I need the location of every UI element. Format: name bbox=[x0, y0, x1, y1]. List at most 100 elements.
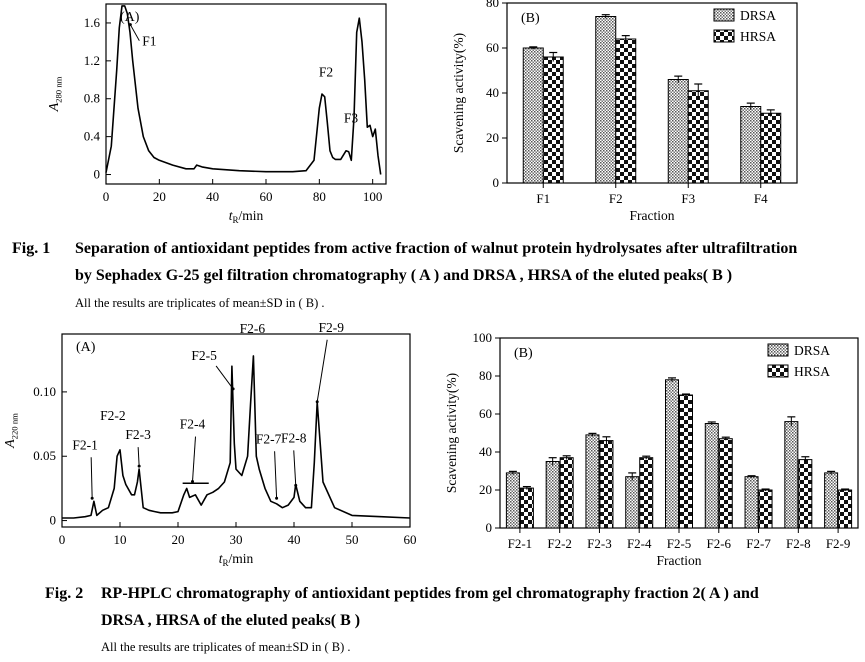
peak-arrow bbox=[316, 339, 328, 402]
y-tick-label: 20 bbox=[479, 482, 492, 497]
y-tick-label: 0.10 bbox=[33, 384, 56, 399]
bar-hrsa bbox=[639, 457, 654, 529]
y-axis-label: A220 nm bbox=[3, 413, 20, 449]
fig1-caption-line1: Separation of antioxidant peptides from … bbox=[75, 240, 798, 257]
fig1-caption-line2: by Sephadex G-25 gel filtration chromato… bbox=[75, 267, 733, 284]
fig2-caption-line2: DRSA , HRSA of the eluted peaks( B ) bbox=[101, 612, 361, 629]
y-tick-label: 0.05 bbox=[33, 448, 56, 463]
category-label: F2-2 bbox=[547, 536, 572, 551]
peak-arrowhead bbox=[137, 464, 141, 468]
bar-hrsa bbox=[542, 56, 564, 184]
peak-arrow bbox=[137, 447, 140, 467]
category-label: F2-8 bbox=[786, 536, 811, 551]
fig1-bar-chart-b: 0 20 40 60 80 F1 F2 F3 F4 (B) DRSA HRSA Fraction Scav… bbox=[451, 0, 798, 223]
bar-hrsa bbox=[838, 489, 853, 529]
category-label: F2-6 bbox=[706, 536, 731, 551]
category-label: F2-4 bbox=[627, 536, 652, 551]
x-tick-label: 30 bbox=[230, 532, 243, 547]
category-label: F2-9 bbox=[826, 536, 851, 551]
bar-hrsa bbox=[599, 440, 614, 529]
y-tick-label: 60 bbox=[486, 40, 499, 55]
fig2-chromatogram-a: 0 10 20 30 40 50 60 0 0.05 0.10 (A) F2-1F2-2 F2-3 F2-… bbox=[3, 320, 417, 568]
y-tick-label: 0 bbox=[50, 513, 57, 528]
peak-label: F2-9 bbox=[318, 320, 344, 335]
x-axis-label: Fraction bbox=[630, 208, 675, 223]
y-tick-label: 80 bbox=[486, 0, 499, 10]
x-tick-label: 10 bbox=[114, 532, 127, 547]
y-tick-label: 0.4 bbox=[84, 129, 101, 144]
category-label: F2-1 bbox=[508, 536, 533, 551]
y-tick-label: 60 bbox=[479, 406, 492, 421]
bar-hrsa bbox=[758, 489, 773, 529]
legend-swatch bbox=[767, 364, 789, 378]
peak-label: F2-2 bbox=[100, 408, 126, 423]
x-tick-label: 80 bbox=[313, 189, 326, 204]
fig2-label: Fig. 2 bbox=[45, 585, 84, 602]
legend-label: DRSA bbox=[740, 8, 776, 23]
panel-label: (B) bbox=[521, 11, 540, 26]
category-label: F4 bbox=[754, 191, 768, 206]
category-label: F2-5 bbox=[667, 536, 692, 551]
bar-hrsa bbox=[615, 38, 637, 184]
chromatogram-trace bbox=[105, 5, 382, 175]
y-tick-label: 0 bbox=[94, 167, 101, 182]
plot-frame bbox=[105, 3, 387, 185]
peak-arrowhead bbox=[128, 23, 132, 27]
x-axis-label: Fraction bbox=[657, 553, 702, 568]
panel-label: (A) bbox=[76, 340, 96, 355]
peak-arrow bbox=[293, 450, 297, 486]
bar-hrsa bbox=[798, 459, 813, 529]
peak-label: F2-3 bbox=[125, 427, 151, 442]
y-tick-label: 0 bbox=[486, 520, 493, 535]
category-label: F1 bbox=[536, 191, 550, 206]
y-axis-label: Scavening activity(%) bbox=[451, 33, 466, 153]
peak-arrowhead bbox=[191, 480, 194, 484]
peak-label: F2-4 bbox=[180, 417, 206, 432]
bar-drsa bbox=[784, 421, 799, 529]
bar-hrsa bbox=[679, 394, 693, 529]
x-tick-label: 40 bbox=[206, 189, 219, 204]
fig1-label: Fig. 1 bbox=[12, 240, 51, 257]
fig1-chromatogram-a: 02040608010000.40.81.21.6(A)F1F2F3F4tR/m… bbox=[47, 3, 387, 225]
x-tick-label: 20 bbox=[153, 189, 166, 204]
panel-label: (A) bbox=[120, 10, 140, 25]
peak-arrow bbox=[192, 436, 196, 482]
y-tick-label: 0 bbox=[493, 175, 500, 190]
bar-drsa bbox=[740, 106, 762, 184]
bar-hrsa bbox=[687, 90, 709, 184]
peak-label: F2-5 bbox=[191, 348, 217, 363]
peak-arrow bbox=[129, 24, 140, 41]
chromatogram-trace bbox=[62, 355, 411, 519]
category-label: F2-3 bbox=[587, 536, 612, 551]
category-label: F2 bbox=[609, 191, 623, 206]
legend-swatch bbox=[767, 343, 789, 357]
peak-arrow bbox=[215, 365, 234, 390]
bar-drsa bbox=[824, 472, 839, 529]
fig1-note: All the results are triplicates of mean±… bbox=[75, 296, 325, 310]
x-tick-label: 0 bbox=[103, 189, 110, 204]
bar-drsa bbox=[545, 461, 560, 529]
x-tick-label: 50 bbox=[346, 532, 359, 547]
bar-hrsa bbox=[559, 457, 574, 529]
y-tick-label: 0.8 bbox=[84, 91, 100, 106]
x-axis-label: tR/min bbox=[229, 208, 264, 225]
y-axis-label: A280 nm bbox=[47, 76, 64, 112]
peak-label: F2-6 bbox=[240, 321, 266, 336]
x-tick-label: 60 bbox=[260, 189, 273, 204]
peak-label: F2-8 bbox=[281, 430, 307, 445]
y-tick-label: 40 bbox=[486, 85, 499, 100]
category-label: F2-7 bbox=[746, 536, 771, 551]
bar-drsa bbox=[625, 476, 640, 529]
legend-label: DRSA bbox=[794, 343, 830, 358]
peak-label: F2-1 bbox=[72, 437, 98, 452]
x-axis-label: tR/min bbox=[219, 551, 254, 568]
peak-label: F3 bbox=[344, 111, 359, 126]
bar-hrsa bbox=[519, 487, 534, 529]
bar-hrsa bbox=[760, 112, 782, 184]
bar-drsa bbox=[744, 476, 759, 529]
x-tick-label: 60 bbox=[404, 532, 417, 547]
peak-arrowhead bbox=[275, 496, 279, 500]
bar-drsa bbox=[505, 472, 520, 529]
x-tick-label: 40 bbox=[288, 532, 301, 547]
legend-swatch bbox=[713, 8, 735, 22]
